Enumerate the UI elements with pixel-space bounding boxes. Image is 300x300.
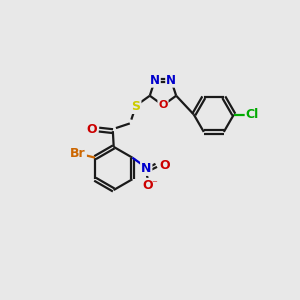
Text: O: O — [159, 159, 170, 172]
Text: O: O — [142, 179, 153, 192]
Text: O: O — [158, 100, 168, 110]
Text: O: O — [86, 123, 97, 136]
Text: N: N — [166, 74, 176, 87]
Text: Br: Br — [70, 147, 86, 160]
Text: ⁻: ⁻ — [151, 179, 157, 189]
Text: N: N — [141, 162, 152, 175]
Text: S: S — [131, 100, 140, 113]
Text: N: N — [150, 74, 160, 87]
Text: Cl: Cl — [246, 108, 259, 121]
